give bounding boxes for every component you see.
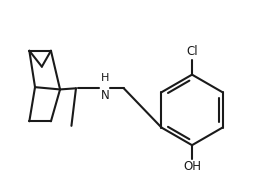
Text: H: H	[101, 73, 109, 83]
Text: Cl: Cl	[186, 45, 198, 58]
Text: OH: OH	[183, 160, 201, 173]
Text: N: N	[101, 89, 110, 102]
